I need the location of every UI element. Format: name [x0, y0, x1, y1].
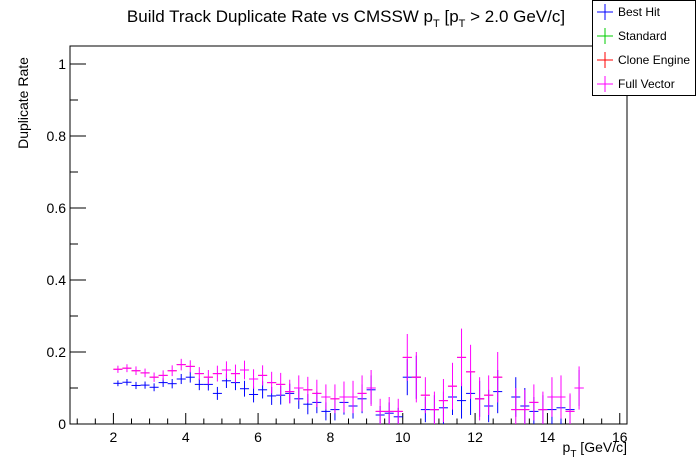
data-point	[239, 380, 250, 397]
x-axis-label: pT [GeV/c]	[563, 439, 627, 460]
legend-entry: Standard	[597, 28, 667, 44]
legend-entry: Clone Engine	[597, 52, 690, 68]
series-full-vector	[113, 328, 584, 424]
data-point	[321, 384, 331, 410]
data-point	[294, 375, 304, 401]
data-point	[411, 352, 421, 403]
data-point	[140, 368, 150, 378]
legend-entry: Best Hit	[597, 4, 661, 20]
data-point	[122, 364, 132, 373]
data-point	[312, 379, 322, 408]
data-point	[185, 371, 195, 383]
data-point	[185, 360, 195, 373]
data-point	[348, 380, 358, 414]
data-point	[520, 389, 530, 424]
data-point	[149, 383, 159, 392]
data-point	[538, 391, 548, 424]
data-point	[384, 397, 394, 424]
data-point	[339, 381, 349, 413]
data-point	[457, 328, 467, 387]
y-tick-label: 0.8	[47, 128, 67, 144]
data-point	[194, 378, 204, 391]
y-axis-label: Duplicate Rate	[15, 57, 31, 149]
data-point	[122, 379, 132, 386]
data-point	[529, 384, 539, 421]
data-point	[493, 352, 503, 403]
data-point	[267, 371, 277, 394]
data-point	[556, 375, 566, 419]
data-point	[565, 393, 575, 424]
data-point	[285, 379, 295, 404]
x-tick-label: 2	[110, 429, 118, 445]
legend-label: Full Vector	[618, 77, 675, 91]
data-point	[475, 377, 485, 421]
x-tick-label: 6	[254, 429, 262, 445]
data-point	[357, 375, 367, 412]
data-point	[140, 381, 150, 389]
data-point	[167, 365, 177, 377]
legend-box	[592, 0, 696, 96]
data-point	[438, 379, 448, 423]
data-point	[113, 380, 123, 387]
data-point	[249, 386, 259, 403]
data-point	[239, 360, 250, 380]
data-point	[393, 398, 403, 424]
x-tick-label: 12	[467, 429, 483, 445]
y-tick-label: 0.4	[47, 272, 67, 288]
data-point	[574, 366, 584, 410]
data-point	[113, 365, 123, 373]
data-point	[457, 382, 467, 419]
y-tick-label: 0.6	[47, 200, 67, 216]
data-point	[547, 377, 557, 417]
data-point	[276, 372, 286, 396]
data-point	[249, 369, 259, 389]
data-point	[149, 372, 159, 382]
axes: 2 4 6 8 10 12 14 16 0 0.2 0.4 0.6 0.8 1	[47, 45, 628, 445]
data-point	[158, 370, 168, 381]
data-point	[212, 365, 222, 382]
data-point	[447, 362, 458, 410]
legend-label: Best Hit	[618, 5, 661, 19]
x-tick-label: 8	[327, 429, 335, 445]
legend-label: Standard	[618, 29, 667, 43]
data-point	[176, 373, 186, 385]
data-point	[420, 377, 430, 414]
data-point	[203, 370, 213, 385]
data-point	[230, 364, 240, 383]
data-point	[330, 384, 340, 414]
data-series	[113, 328, 584, 424]
data-point	[221, 361, 231, 379]
x-tick-label: 10	[395, 429, 411, 445]
legend: Best Hit Standard Clone Engine Full Vector	[592, 0, 696, 96]
legend-label: Clone Engine	[618, 53, 690, 67]
data-point	[167, 379, 177, 389]
data-point	[402, 334, 412, 381]
data-point	[366, 370, 376, 406]
x-tick-label: 4	[182, 429, 190, 445]
y-tick-label: 0.2	[47, 344, 67, 360]
x-tick-label: 14	[540, 429, 556, 445]
data-point	[375, 398, 385, 424]
y-tick-label: 1	[58, 56, 66, 72]
chart-title: Build Track Duplicate Rate vs CMSSW pT […	[127, 7, 565, 30]
data-point	[429, 391, 439, 424]
data-point	[194, 367, 204, 381]
legend-entry: Full Vector	[597, 76, 675, 92]
data-point	[176, 358, 186, 371]
data-point	[258, 365, 268, 386]
y-tick-label: 0	[58, 416, 66, 432]
data-point	[131, 366, 141, 376]
x-tick-label: 16	[612, 429, 628, 445]
data-point	[466, 344, 476, 399]
data-point	[484, 375, 494, 415]
data-point	[131, 381, 141, 390]
data-point	[511, 388, 521, 424]
data-point	[212, 386, 222, 400]
data-point	[303, 376, 313, 403]
